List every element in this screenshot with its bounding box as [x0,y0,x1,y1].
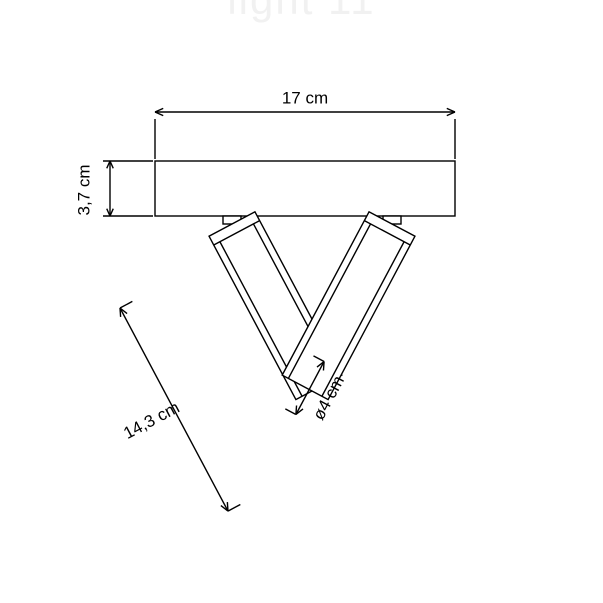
technical-drawing-svg: 17 cm3,7 cm14,3 cmø4 cm [0,0,603,603]
dim-length-label: 14,3 cm [120,398,182,443]
drawing-canvas: light 11 17 cm3,7 cm14,3 cmø4 cm [0,0,603,603]
dim-left-label: 3,7 cm [74,164,93,215]
dim-top-label: 17 cm [282,88,328,107]
